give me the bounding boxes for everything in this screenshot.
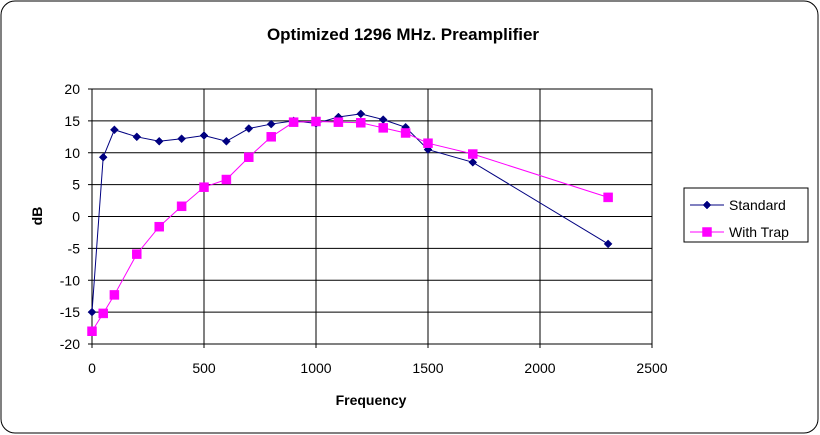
data-point-standard: [87, 307, 97, 317]
series-with-trap: [87, 116, 613, 336]
x-tick-label: 2000: [524, 360, 555, 376]
legend-items: Standard With Trap: [690, 197, 789, 240]
y-tick-label: -5: [68, 240, 81, 256]
legend: Standard With Trap: [683, 187, 809, 243]
data-point-standard: [222, 136, 231, 146]
data-point-with-trap: [199, 182, 209, 192]
series-layer: [87, 109, 613, 336]
data-point-with-trap: [221, 174, 232, 185]
data-point-standard: [603, 239, 613, 249]
y-tick-label: -10: [60, 272, 80, 288]
y-tick-label: 15: [64, 113, 80, 129]
legend-label-standard: Standard: [729, 197, 786, 213]
data-point-with-trap: [400, 128, 411, 138]
legend-label-with-trap: With Trap: [729, 224, 789, 240]
x-tick-label: 0: [88, 360, 96, 376]
data-point-with-trap: [176, 201, 187, 212]
data-point-with-trap: [266, 132, 276, 142]
data-point-with-trap: [132, 249, 142, 259]
data-point-with-trap: [356, 118, 366, 128]
y-tick-label: 20: [64, 81, 80, 97]
data-point-standard: [199, 131, 209, 140]
data-point-standard: [356, 109, 366, 119]
data-point-with-trap: [109, 290, 120, 300]
grid-lines: [91, 88, 653, 345]
data-point-with-trap: [333, 117, 344, 127]
y-tick-label: -15: [60, 304, 80, 320]
data-point-with-trap: [244, 152, 254, 162]
data-point-with-trap: [87, 326, 97, 336]
x-tick-label: 500: [192, 360, 216, 376]
data-point-standard: [132, 132, 142, 142]
y-tick-label: 0: [72, 209, 80, 225]
legend-marker-standard: [702, 200, 712, 210]
x-tick-label: 1500: [412, 360, 443, 376]
data-point-with-trap: [423, 138, 433, 148]
axis-ticks: 20 15 10 5 0 -5 -10 -15 -20 0 500 1000 1500 2000 2500: [60, 81, 668, 376]
data-point-with-trap: [311, 116, 321, 127]
x-tick-label: 2500: [636, 360, 667, 376]
data-point-with-trap: [468, 149, 478, 159]
y-tick-label: 5: [72, 177, 80, 193]
data-point-standard: [468, 157, 478, 167]
y-tick-label: 10: [64, 145, 80, 161]
data-point-standard: [266, 119, 276, 129]
x-tick-label: 1000: [300, 360, 331, 376]
y-axis-label: dB: [29, 207, 45, 226]
data-point-standard: [177, 134, 186, 144]
data-point-standard: [110, 125, 119, 135]
legend-item-with-trap: With Trap: [690, 224, 789, 240]
data-point-with-trap: [378, 123, 388, 133]
legend-item-standard: Standard: [690, 197, 786, 213]
y-tick-label: -20: [60, 336, 80, 352]
data-point-with-trap: [288, 117, 299, 127]
data-point-standard: [98, 152, 108, 162]
legend-marker-with-trap: [702, 227, 712, 237]
data-point-with-trap: [603, 192, 613, 203]
data-point-with-trap: [98, 308, 108, 319]
x-axis-label: Frequency: [336, 392, 407, 408]
data-point-standard: [154, 136, 164, 146]
data-point-with-trap: [154, 221, 164, 232]
data-point-standard: [244, 124, 254, 133]
chart-title: Optimized 1296 MHz. Preamplifier: [267, 25, 539, 44]
